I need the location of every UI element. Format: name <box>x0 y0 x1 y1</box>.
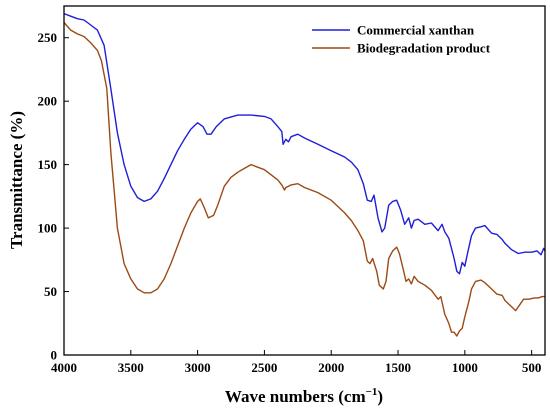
x-tick-label-4000: 4000 <box>51 360 77 375</box>
x-axis-title: Wave numbers (cm−1) <box>225 386 383 406</box>
x-tick-label-2500: 2500 <box>251 360 277 375</box>
y-tick-label-50: 50 <box>44 284 57 299</box>
y-tick-label-0: 0 <box>51 348 58 363</box>
series-line-1 <box>63 22 545 337</box>
ticks-layer: 4000 3500 3000 2500 2000 1500 1000 500 0 50 100 150… <box>38 30 542 375</box>
plot-frame <box>63 5 546 356</box>
x-tick-label-2000: 2000 <box>318 360 344 375</box>
x-tick-label-3000: 3000 <box>185 360 211 375</box>
y-axis-title: Transmittance (%) <box>7 111 26 249</box>
legend-label-1: Biodegradation product <box>357 41 491 56</box>
legend-label-0: Commercial xanthan <box>357 23 475 38</box>
y-tick-label-100: 100 <box>38 221 58 236</box>
x-tick-label-500: 500 <box>522 360 542 375</box>
y-tick-label-200: 200 <box>38 94 58 109</box>
legend: Commercial xanthan Biodegradation product <box>312 23 491 56</box>
series-line-0 <box>63 12 546 275</box>
x-tick-label-3500: 3500 <box>118 360 144 375</box>
x-tick-label-1000: 1000 <box>452 360 478 375</box>
x-tick-label-1500: 1500 <box>385 360 411 375</box>
y-tick-label-150: 150 <box>38 157 58 172</box>
y-tick-label-250: 250 <box>38 30 58 45</box>
series-layer <box>63 12 546 337</box>
